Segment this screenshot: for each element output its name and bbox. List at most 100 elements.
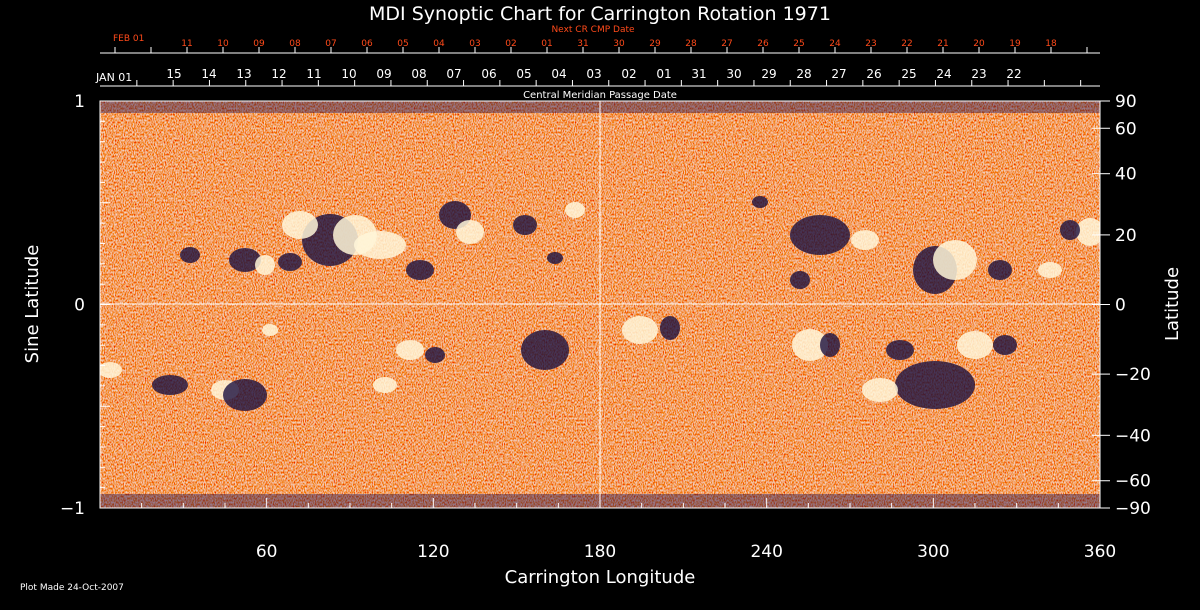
next-date-label: 31 [577, 39, 588, 49]
chart-title: MDI Synoptic Chart for Carrington Rotati… [369, 3, 831, 25]
next-date-label: 09 [253, 39, 265, 49]
positive-region [1038, 262, 1062, 278]
cmp-date-label: 27 [831, 67, 846, 81]
negative-region [820, 333, 840, 357]
positive-region [262, 324, 278, 336]
positive-region [373, 377, 397, 393]
next-date-label: 08 [289, 39, 301, 49]
negative-region [223, 379, 267, 411]
positive-region [957, 331, 993, 359]
positive-region [282, 211, 318, 239]
right-axis-label: Latitude [1162, 267, 1183, 341]
negative-region [180, 247, 200, 263]
cmp-date-label: 09 [376, 67, 391, 81]
cmp-axis-start-label: JAN 01 [95, 71, 132, 84]
next-date-label: 25 [793, 39, 804, 49]
negative-region [406, 260, 434, 280]
cmp-date-label: 13 [236, 67, 251, 81]
cmp-date-label: 14 [201, 67, 216, 81]
plot-made-footer: Plot Made 24-Oct-2007 [20, 583, 124, 593]
positive-region [456, 220, 484, 244]
positive-region [396, 340, 424, 360]
cmp-date-label: 06 [481, 67, 496, 81]
positive-region [851, 230, 879, 250]
negative-region [547, 252, 563, 264]
latitude-tick-label: 60 [1115, 119, 1137, 139]
negative-region [790, 271, 810, 289]
cmp-date-label: 02 [621, 67, 636, 81]
cmp-date-label: 26 [866, 67, 881, 81]
y-tick-label: 0 [74, 296, 85, 316]
next-date-label: 04 [433, 39, 445, 49]
positive-region [933, 240, 977, 280]
next-date-label: 18 [1045, 39, 1057, 49]
next-date-label: 01 [541, 39, 552, 49]
cmp-axis-title: Central Meridian Passage Date [523, 90, 677, 101]
negative-region [752, 196, 768, 208]
negative-region [993, 335, 1017, 355]
negative-region [988, 260, 1012, 280]
next-date-label: 30 [613, 39, 625, 49]
x-tick-label: 240 [750, 542, 782, 562]
x-tick-label: 180 [584, 542, 616, 562]
next-date-label: 10 [217, 39, 229, 49]
next-date-label: 03 [469, 39, 480, 49]
next-date-label: 05 [397, 39, 408, 49]
cmp-date-label: 28 [796, 67, 811, 81]
positive-region [565, 202, 585, 218]
cmp-axis-ticks: 15 14 13 12 11 10 09 08 07 06 05 04 03 02 01 31 30 29 28 27… [136, 67, 1082, 86]
latitude-tick-label: 0 [1115, 296, 1126, 316]
next-date-label: 06 [361, 39, 373, 49]
negative-region [895, 361, 975, 409]
cmp-date-label: 11 [306, 67, 321, 81]
positive-region [100, 362, 122, 378]
latitude-tick-label: 40 [1115, 165, 1137, 185]
cmp-date-label: 29 [761, 67, 776, 81]
cmp-date-label: 08 [411, 67, 426, 81]
cmp-date-label: 15 [166, 67, 181, 81]
positive-region [792, 329, 828, 361]
cmp-date-label: 04 [551, 67, 566, 81]
next-date-label: 19 [1009, 39, 1021, 49]
cmp-date-label: 01 [656, 67, 671, 81]
latitude-tick-label: 20 [1115, 226, 1137, 246]
next-date-label: 23 [865, 39, 876, 49]
cmp-date-label: 31 [691, 67, 706, 81]
next-date-label: 02 [505, 39, 516, 49]
latitude-tick-label: −40 [1115, 426, 1151, 446]
cmp-date-label: 23 [971, 67, 986, 81]
latitude-tick-label: 90 [1115, 92, 1137, 112]
positive-region [255, 255, 275, 275]
positive-region [622, 316, 658, 344]
cmp-date-label: 03 [586, 67, 601, 81]
x-axis-label: Carrington Longitude [505, 567, 696, 588]
latitude-axis: 90 60 40 20 0 −20 −40 −60 −90 [1092, 92, 1151, 519]
next-date-label: 29 [649, 39, 661, 49]
sine-latitude-axis: 1 0 −1 [60, 92, 110, 519]
next-date-label: 26 [757, 39, 769, 49]
negative-region [886, 340, 914, 360]
next-date-label: 27 [721, 39, 732, 49]
positive-region [1076, 218, 1100, 246]
next-axis-ticks: 11 10 09 08 07 06 05 04 03 02 01 31 30 29 28 27 26 25 24 23… [114, 39, 1088, 53]
positive-region [354, 231, 406, 259]
next-date-label: 20 [973, 39, 985, 49]
cmp-date-label: 07 [446, 67, 461, 81]
longitude-axis: 60 120 180 240 300 360 [99, 498, 1116, 562]
negative-region [425, 347, 445, 363]
x-tick-label: 360 [1084, 542, 1116, 562]
negative-region [513, 215, 537, 235]
y-tick-label: 1 [74, 92, 85, 112]
x-tick-label: 300 [917, 542, 949, 562]
next-axis-start-label: FEB 01 [113, 34, 144, 44]
negative-region [229, 248, 261, 272]
left-axis-label: Sine Latitude [22, 245, 43, 364]
latitude-tick-label: −60 [1115, 472, 1151, 492]
cmp-date-label: 25 [901, 67, 916, 81]
cmp-date-label: 22 [1006, 67, 1021, 81]
negative-region [521, 330, 569, 370]
next-date-label: 22 [901, 39, 912, 49]
x-tick-label: 120 [417, 542, 449, 562]
negative-region [790, 215, 850, 255]
x-tick-label: 60 [256, 542, 278, 562]
